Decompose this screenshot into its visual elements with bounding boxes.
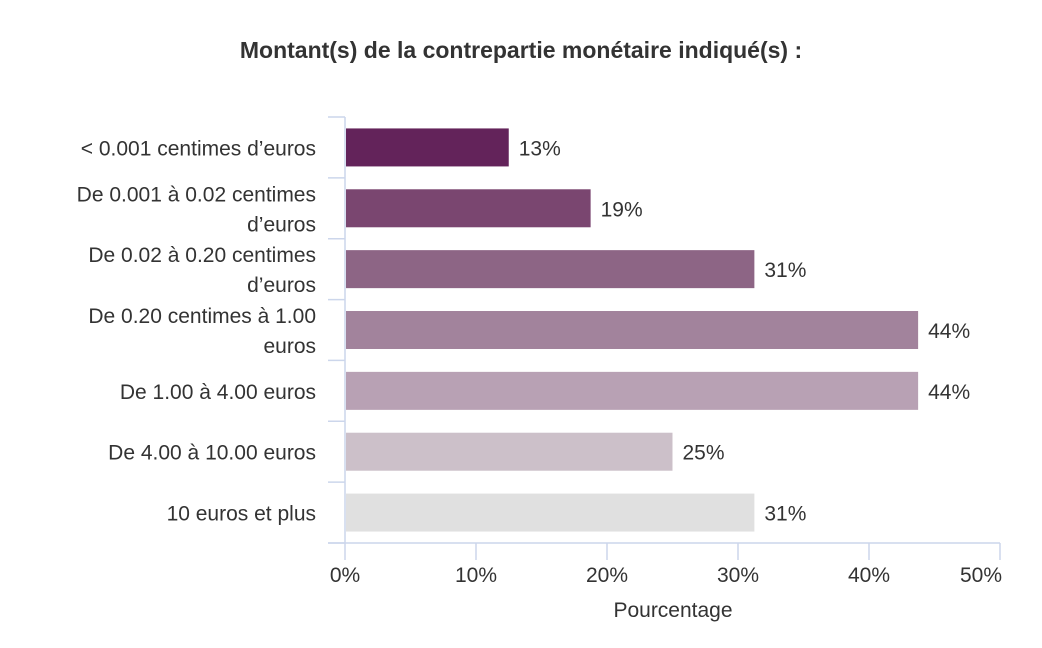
x-tick-label: 0% bbox=[330, 564, 360, 587]
category-label: 10 euros et plus bbox=[167, 503, 316, 526]
category-label: De 0.02 à 0.20 centimes d’euros bbox=[88, 244, 316, 297]
x-axis-title: Pourcentage bbox=[613, 599, 732, 622]
bar bbox=[346, 371, 919, 410]
category-label: De 4.00 à 10.00 euros bbox=[108, 442, 316, 465]
chart-title: Montant(s) de la contrepartie monétaire … bbox=[240, 37, 802, 63]
bar bbox=[346, 128, 509, 167]
category-label-line: De 0.001 à 0.02 centimes bbox=[77, 183, 316, 206]
bar bbox=[346, 250, 755, 289]
bar bbox=[346, 189, 591, 228]
category-label-line: euros bbox=[263, 335, 316, 358]
bar bbox=[346, 311, 919, 349]
category-label-line: < 0.001 centimes d’euros bbox=[81, 137, 316, 160]
bar-value-label: 13% bbox=[519, 137, 561, 160]
category-label-line: d’euros bbox=[247, 274, 316, 297]
bar bbox=[346, 493, 755, 532]
x-tick-label: 50% bbox=[960, 564, 1002, 587]
category-label: De 0.20 centimes à 1.00 euros bbox=[88, 305, 316, 358]
category-label-line: d’euros bbox=[247, 213, 316, 236]
x-tick-label: 20% bbox=[586, 564, 628, 587]
category-label: De 0.001 à 0.02 centimes d’euros bbox=[77, 183, 316, 236]
category-label-line: De 0.20 centimes à 1.00 bbox=[88, 305, 316, 328]
category-label-line: De 4.00 à 10.00 euros bbox=[108, 442, 316, 465]
bar-value-label: 31% bbox=[764, 259, 806, 282]
bar-value-label: 44% bbox=[928, 320, 970, 343]
bars-group: 13% < 0.001 centimes d’euros 19% De 0.001 à… bbox=[77, 128, 970, 532]
bar-value-label: 19% bbox=[601, 198, 643, 221]
axis-group: 0% 10% 20% 30% 40% 50% bbox=[328, 116, 1002, 587]
x-tick-label: 40% bbox=[848, 564, 890, 587]
x-tick-label: 30% bbox=[717, 564, 759, 587]
bar-value-label: 31% bbox=[764, 503, 806, 526]
category-label: < 0.001 centimes d’euros bbox=[81, 137, 316, 160]
bar-value-label: 44% bbox=[928, 381, 970, 404]
category-label-line: De 0.02 à 0.20 centimes bbox=[88, 244, 316, 267]
bar bbox=[346, 432, 673, 471]
category-label-line: De 1.00 à 4.00 euros bbox=[120, 381, 316, 404]
category-label-line: 10 euros et plus bbox=[167, 503, 316, 526]
x-tick-label: 10% bbox=[455, 564, 497, 587]
bar-value-label: 25% bbox=[683, 442, 725, 465]
category-label: De 1.00 à 4.00 euros bbox=[120, 381, 316, 404]
